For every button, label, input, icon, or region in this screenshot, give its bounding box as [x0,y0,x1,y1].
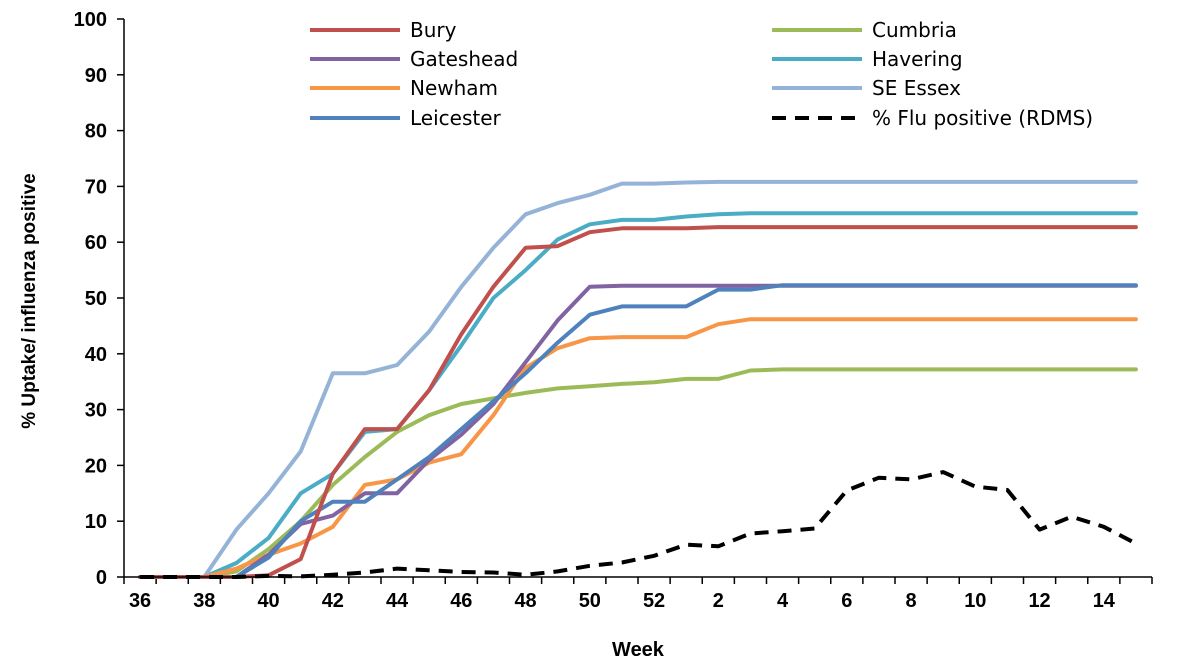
y-tick-label: 70 [85,176,107,198]
legend-label: Newham [410,76,498,100]
legend-label: Cumbria [872,18,957,42]
x-tick-label: 6 [841,590,852,612]
x-axis-ticks: 36 38 40 42 44 46 48 50 52 2 4 6 8 10 12 14 [123,577,1153,612]
x-tick-label: 10 [964,590,986,612]
y-tick-label: 50 [85,288,107,310]
y-tick-label: 60 [85,232,107,254]
x-tick-label: 48 [514,590,536,612]
x-tick-label: 36 [129,590,151,612]
series-line-newham [138,317,1138,579]
y-tick-label: 40 [85,344,107,366]
series-line-bury [138,225,1138,579]
x-tick-label: 12 [1028,590,1050,612]
legend-label: Bury [410,18,457,42]
y-tick-label: 0 [96,567,107,589]
y-tick-label: 90 [85,65,107,87]
series-line-havering [138,211,1138,579]
legend-label: Havering [872,47,963,71]
legend-label: SE Essex [872,76,961,100]
y-tick-label: 20 [85,455,107,477]
x-tick-label: 38 [193,590,215,612]
x-tick-label: 8 [906,590,917,612]
x-tick-label: 50 [579,590,601,612]
legend-label: Leicester [410,106,502,130]
y-tick-label: 10 [85,511,107,533]
series-line-cumbria [138,367,1138,579]
x-tick-label: 40 [257,590,279,612]
series-line-se-essex [138,179,1138,579]
series-line-flu-positive-rdms [140,470,1137,579]
x-tick-label: 2 [713,590,724,612]
y-tick-label: 100 [74,9,107,31]
x-tick-label: 4 [777,590,789,612]
legend: Bury Cumbria Gateshead Havering Newham SE Ess… [310,18,1093,130]
x-axis-title: Week [612,639,665,660]
y-tick-label: 30 [85,400,107,422]
legend-label: Gateshead [410,47,518,71]
series-lines [138,179,1138,579]
y-axis-title: % Uptake/ influenza positive [19,173,40,429]
x-tick-label: 42 [322,590,344,612]
y-tick-label: 80 [85,121,107,143]
x-tick-label: 14 [1093,590,1116,612]
x-tick-label: 46 [450,590,472,612]
y-axis-ticks: 0 10 20 30 40 50 60 70 80 90 100 [74,9,124,589]
legend-label: % Flu positive (RDMS) [872,106,1093,130]
series-line-leicester [138,283,1138,579]
axes [123,19,1152,578]
x-tick-label: 44 [386,590,409,612]
x-tick-label: 52 [643,590,665,612]
